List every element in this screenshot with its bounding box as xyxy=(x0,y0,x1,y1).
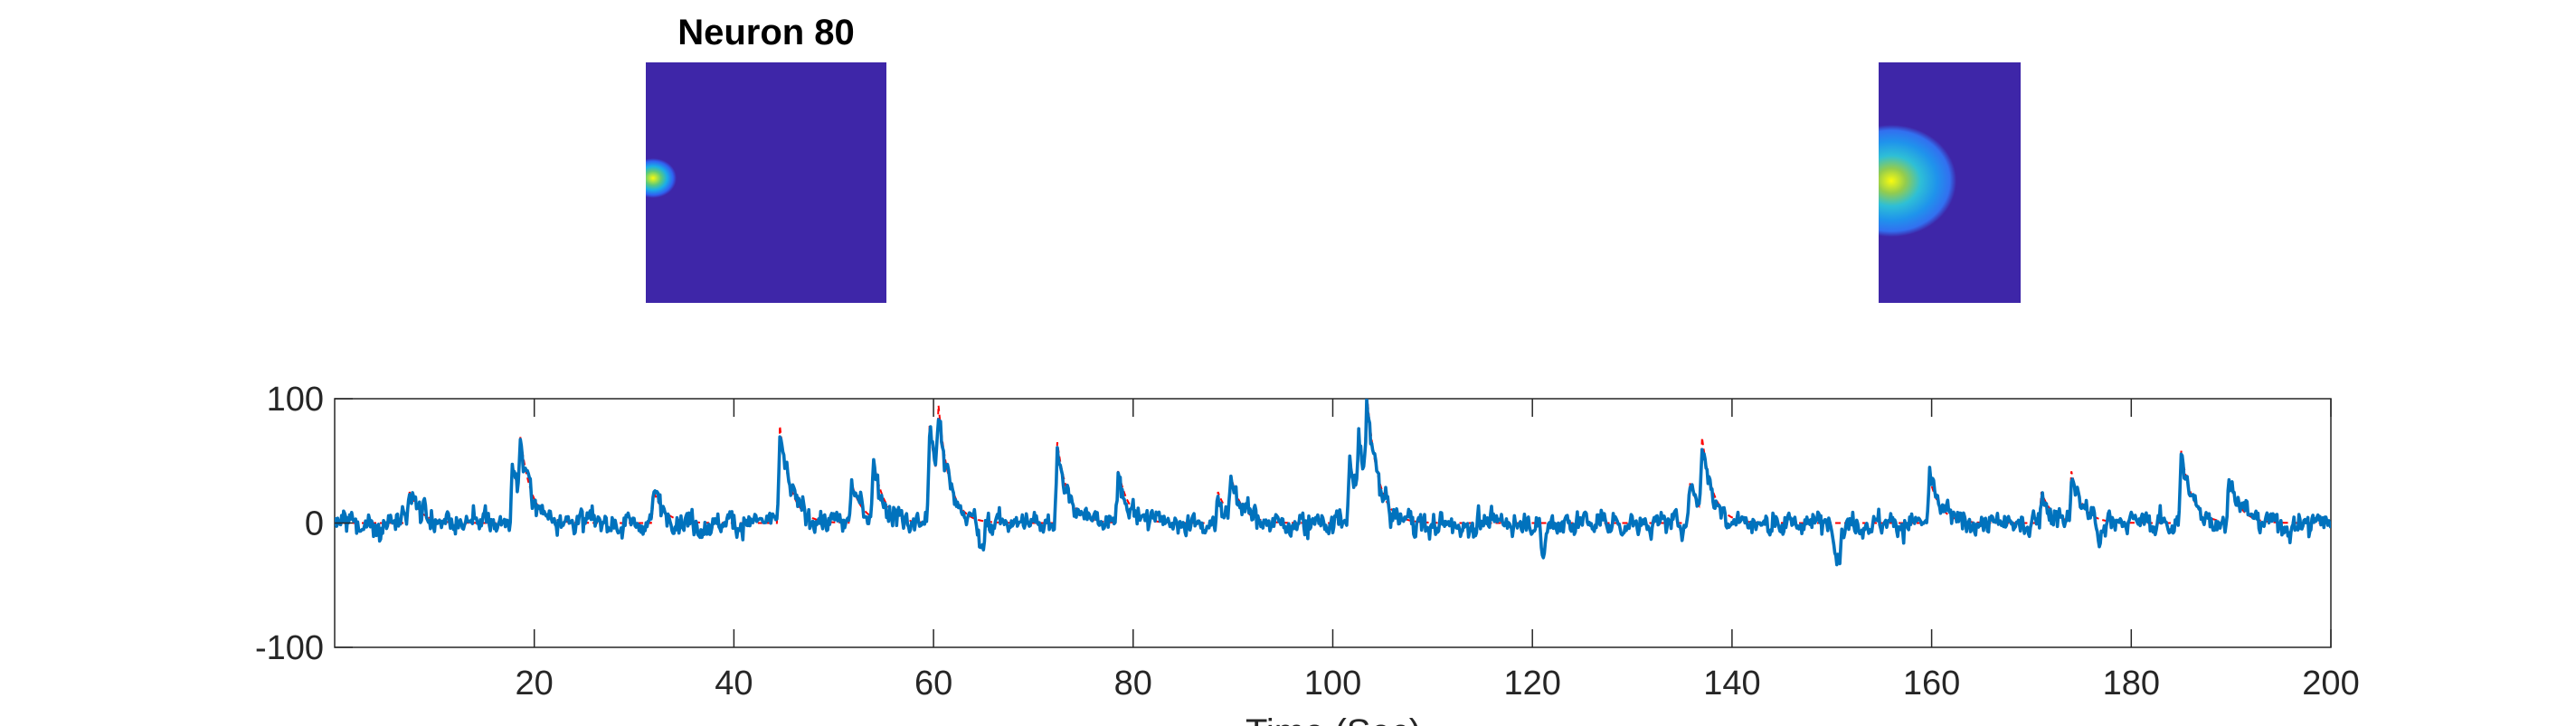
x-tick-label: 20 xyxy=(516,665,554,702)
figure-title: Neuron 80 xyxy=(677,13,855,52)
y-axis: 100 0 -100 xyxy=(255,381,353,667)
x-tick-label: 80 xyxy=(1114,665,1152,702)
y-tick-label: -100 xyxy=(255,629,324,667)
x-tick-label: 60 xyxy=(914,665,952,702)
y-tick-label: 100 xyxy=(267,381,324,419)
spatial-footprint-left xyxy=(646,62,886,303)
series-trace-line xyxy=(335,399,2331,567)
x-tick-label: 100 xyxy=(1304,665,1361,702)
x-axis: 20 40 60 80 100 120 140 160 180 200 xyxy=(516,399,2360,702)
x-axis-label: Time (Sec) xyxy=(1245,712,1421,726)
x-tick-label: 40 xyxy=(715,665,753,702)
x-tick-label: 160 xyxy=(1903,665,1960,702)
y-tick-label: 0 xyxy=(305,505,324,543)
x-tick-label: 200 xyxy=(2302,665,2359,702)
spatial-footprint-right xyxy=(1879,62,2021,303)
x-tick-label: 140 xyxy=(1703,665,1760,702)
x-tick-label: 180 xyxy=(2103,665,2160,702)
x-tick-label: 120 xyxy=(1503,665,1560,702)
